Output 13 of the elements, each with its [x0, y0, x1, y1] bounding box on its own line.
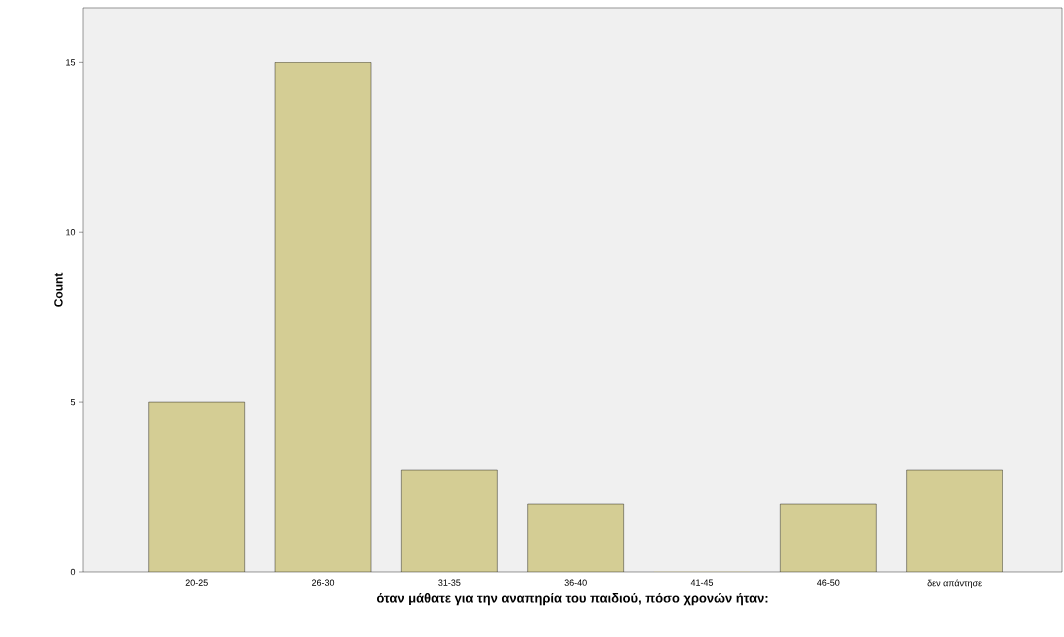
y-tick-label: 15	[66, 59, 76, 66]
y-tick-label: 10	[66, 229, 76, 236]
x-axis-title: όταν μάθατε για την αναπηρία του παιδιού, πόσο χρονών ήταν:	[376, 592, 768, 606]
x-tick-label: 46-50	[817, 579, 840, 586]
y-tick-label: 0	[70, 568, 76, 576]
y-axis-title: Count	[54, 272, 63, 307]
x-tick-label: 20-25	[185, 579, 208, 586]
x-tick-label: 31-35	[438, 579, 461, 586]
x-tick-label: 26-30	[312, 579, 335, 586]
x-tick-label: 36-40	[564, 579, 587, 586]
x-tick-label: δεν απάντησε	[927, 579, 982, 589]
y-tick-label: 5	[70, 398, 76, 406]
x-tick-label: 41-45	[690, 579, 714, 586]
